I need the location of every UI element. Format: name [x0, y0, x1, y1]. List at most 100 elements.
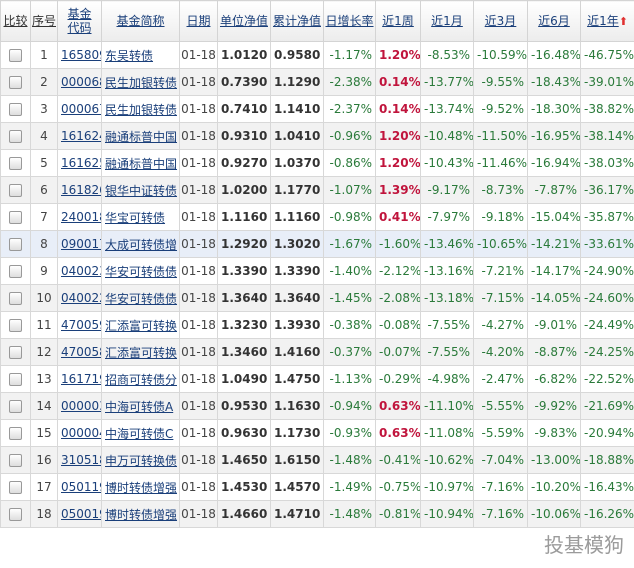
fund-ranking-table: 比较 序号 基金代码 基金简称 日期 单位净值 累计净值 日增长率 近1周 近1月 近3月 近6月 近1…: [0, 0, 634, 528]
compare-checkbox-cell: [0, 473, 31, 501]
header-fund-code[interactable]: 基金代码: [57, 0, 102, 42]
header-1-week[interactable]: 近1周: [375, 0, 421, 42]
compare-checkbox[interactable]: [9, 319, 22, 332]
cell-date: 01-18: [179, 284, 218, 312]
compare-checkbox[interactable]: [9, 400, 22, 413]
cell-1-week: -2.08%: [375, 284, 421, 312]
fund-name-link[interactable]: 博时转债增强: [105, 480, 178, 495]
fund-name-link[interactable]: 中海可转债A: [105, 399, 174, 414]
cell-fund-name: 招商可转债分: [101, 365, 180, 393]
cell-1-week: 1.39%: [375, 176, 421, 204]
fund-code-link[interactable]: 090017: [61, 237, 101, 251]
compare-checkbox[interactable]: [9, 238, 22, 251]
header-date[interactable]: 日期: [179, 0, 218, 42]
compare-checkbox[interactable]: [9, 454, 22, 467]
cell-1-month: -10.43%: [420, 149, 474, 177]
fund-name-link[interactable]: 招商可转债分: [105, 372, 178, 387]
cell-fund-name: 博时转债增强: [101, 500, 180, 528]
cell-3-month: -7.16%: [473, 473, 528, 501]
fund-code-link[interactable]: 161826: [61, 183, 101, 197]
cell-index: 1: [30, 41, 58, 69]
compare-checkbox[interactable]: [9, 346, 22, 359]
fund-code-link[interactable]: 050119: [61, 480, 101, 494]
fund-code-link[interactable]: 161719: [61, 372, 101, 386]
fund-code-link[interactable]: 310518: [61, 453, 101, 467]
cell-6-month: -9.83%: [527, 419, 581, 447]
cell-fund-name: 融通标普中国: [101, 149, 180, 177]
header-daily-growth[interactable]: 日增长率: [323, 0, 376, 42]
fund-name-link[interactable]: 融通标普中国: [105, 129, 178, 144]
header-1-year[interactable]: 近1年⬆: [580, 0, 634, 42]
arrow-up-icon[interactable]: ⬆: [618, 14, 628, 28]
cell-1-month: -13.18%: [420, 284, 474, 312]
fund-name-link[interactable]: 民生加银转债: [105, 102, 178, 117]
compare-checkbox[interactable]: [9, 373, 22, 386]
cell-6-month: -18.30%: [527, 95, 581, 123]
fund-code-link[interactable]: 000003: [61, 399, 101, 413]
fund-name-link[interactable]: 民生加银转债: [105, 75, 178, 90]
compare-checkbox[interactable]: [9, 130, 22, 143]
fund-code-link[interactable]: 470058: [61, 345, 101, 359]
compare-checkbox[interactable]: [9, 481, 22, 494]
fund-name-link[interactable]: 申万可转换债: [105, 453, 178, 468]
cell-unit-nav: 0.9630: [217, 419, 271, 447]
fund-name-link[interactable]: 银华中证转债: [105, 183, 178, 198]
fund-code-link[interactable]: 000004: [61, 426, 101, 440]
compare-checkbox[interactable]: [9, 292, 22, 305]
header-label: 基金简称: [116, 14, 165, 28]
fund-name-link[interactable]: 大成可转债增: [105, 237, 178, 252]
header-3-month[interactable]: 近3月: [473, 0, 528, 42]
cell-fund-code: 470059: [57, 311, 102, 339]
fund-code-link[interactable]: 050019: [61, 507, 101, 521]
fund-name-link[interactable]: 中海可转债C: [105, 426, 174, 441]
fund-name-link[interactable]: 华宝可转债: [105, 210, 166, 225]
header-1-month[interactable]: 近1月: [420, 0, 474, 42]
fund-code-link[interactable]: 000068: [61, 75, 101, 89]
fund-code-link[interactable]: 240018: [61, 210, 101, 224]
compare-checkbox[interactable]: [9, 157, 22, 170]
fund-name-link[interactable]: 汇添富可转换: [105, 345, 178, 360]
header-label: 近1年: [587, 13, 619, 28]
compare-checkbox[interactable]: [9, 76, 22, 89]
fund-name-link[interactable]: 融通标普中国: [105, 156, 178, 171]
fund-code-link[interactable]: 161625: [61, 156, 101, 170]
compare-checkbox[interactable]: [9, 508, 22, 521]
compare-checkbox[interactable]: [9, 265, 22, 278]
cell-fund-name: 华安可转债债: [101, 284, 180, 312]
cell-3-month: -5.59%: [473, 419, 528, 447]
cell-1-year: -38.03%: [580, 149, 634, 177]
compare-checkbox[interactable]: [9, 103, 22, 116]
fund-name-link[interactable]: 华安可转债债: [105, 291, 178, 306]
header-unit-nav[interactable]: 单位净值: [217, 0, 271, 42]
fund-code-link[interactable]: 470059: [61, 318, 101, 332]
cell-6-month: -14.21%: [527, 230, 581, 258]
cell-3-month: -9.55%: [473, 68, 528, 96]
table-row: 8090017 大成可转债增01-181.29201.3020-1.67%-1.6…: [0, 230, 634, 258]
compare-checkbox[interactable]: [9, 184, 22, 197]
cell-1-week: -1.60%: [375, 230, 421, 258]
cell-cumulative-nav: 1.0410: [270, 122, 324, 150]
fund-name-link[interactable]: 华安可转债债: [105, 264, 178, 279]
fund-name-link[interactable]: 博时转债增强: [105, 507, 178, 522]
fund-code-link[interactable]: 161624: [61, 129, 101, 143]
fund-code-link[interactable]: 000067: [61, 102, 101, 116]
compare-checkbox-cell: [0, 311, 31, 339]
header-cumulative-nav[interactable]: 累计净值: [270, 0, 324, 42]
fund-name-link[interactable]: 东吴转债: [105, 48, 154, 63]
cell-1-year: -16.26%: [580, 500, 634, 528]
cell-3-month: -7.16%: [473, 500, 528, 528]
cell-1-year: -24.90%: [580, 257, 634, 285]
cell-date: 01-18: [179, 122, 218, 150]
fund-code-link[interactable]: 165809: [61, 48, 101, 62]
cell-fund-code: 050119: [57, 473, 102, 501]
compare-checkbox[interactable]: [9, 211, 22, 224]
compare-checkbox[interactable]: [9, 49, 22, 62]
compare-checkbox[interactable]: [9, 427, 22, 440]
compare-checkbox-cell: [0, 122, 31, 150]
fund-code-link[interactable]: 040023: [61, 264, 101, 278]
header-fund-name[interactable]: 基金简称: [101, 0, 180, 42]
fund-code-link[interactable]: 040022: [61, 291, 101, 305]
header-6-month[interactable]: 近6月: [527, 0, 581, 42]
cell-3-month: -4.20%: [473, 338, 528, 366]
fund-name-link[interactable]: 汇添富可转换: [105, 318, 178, 333]
